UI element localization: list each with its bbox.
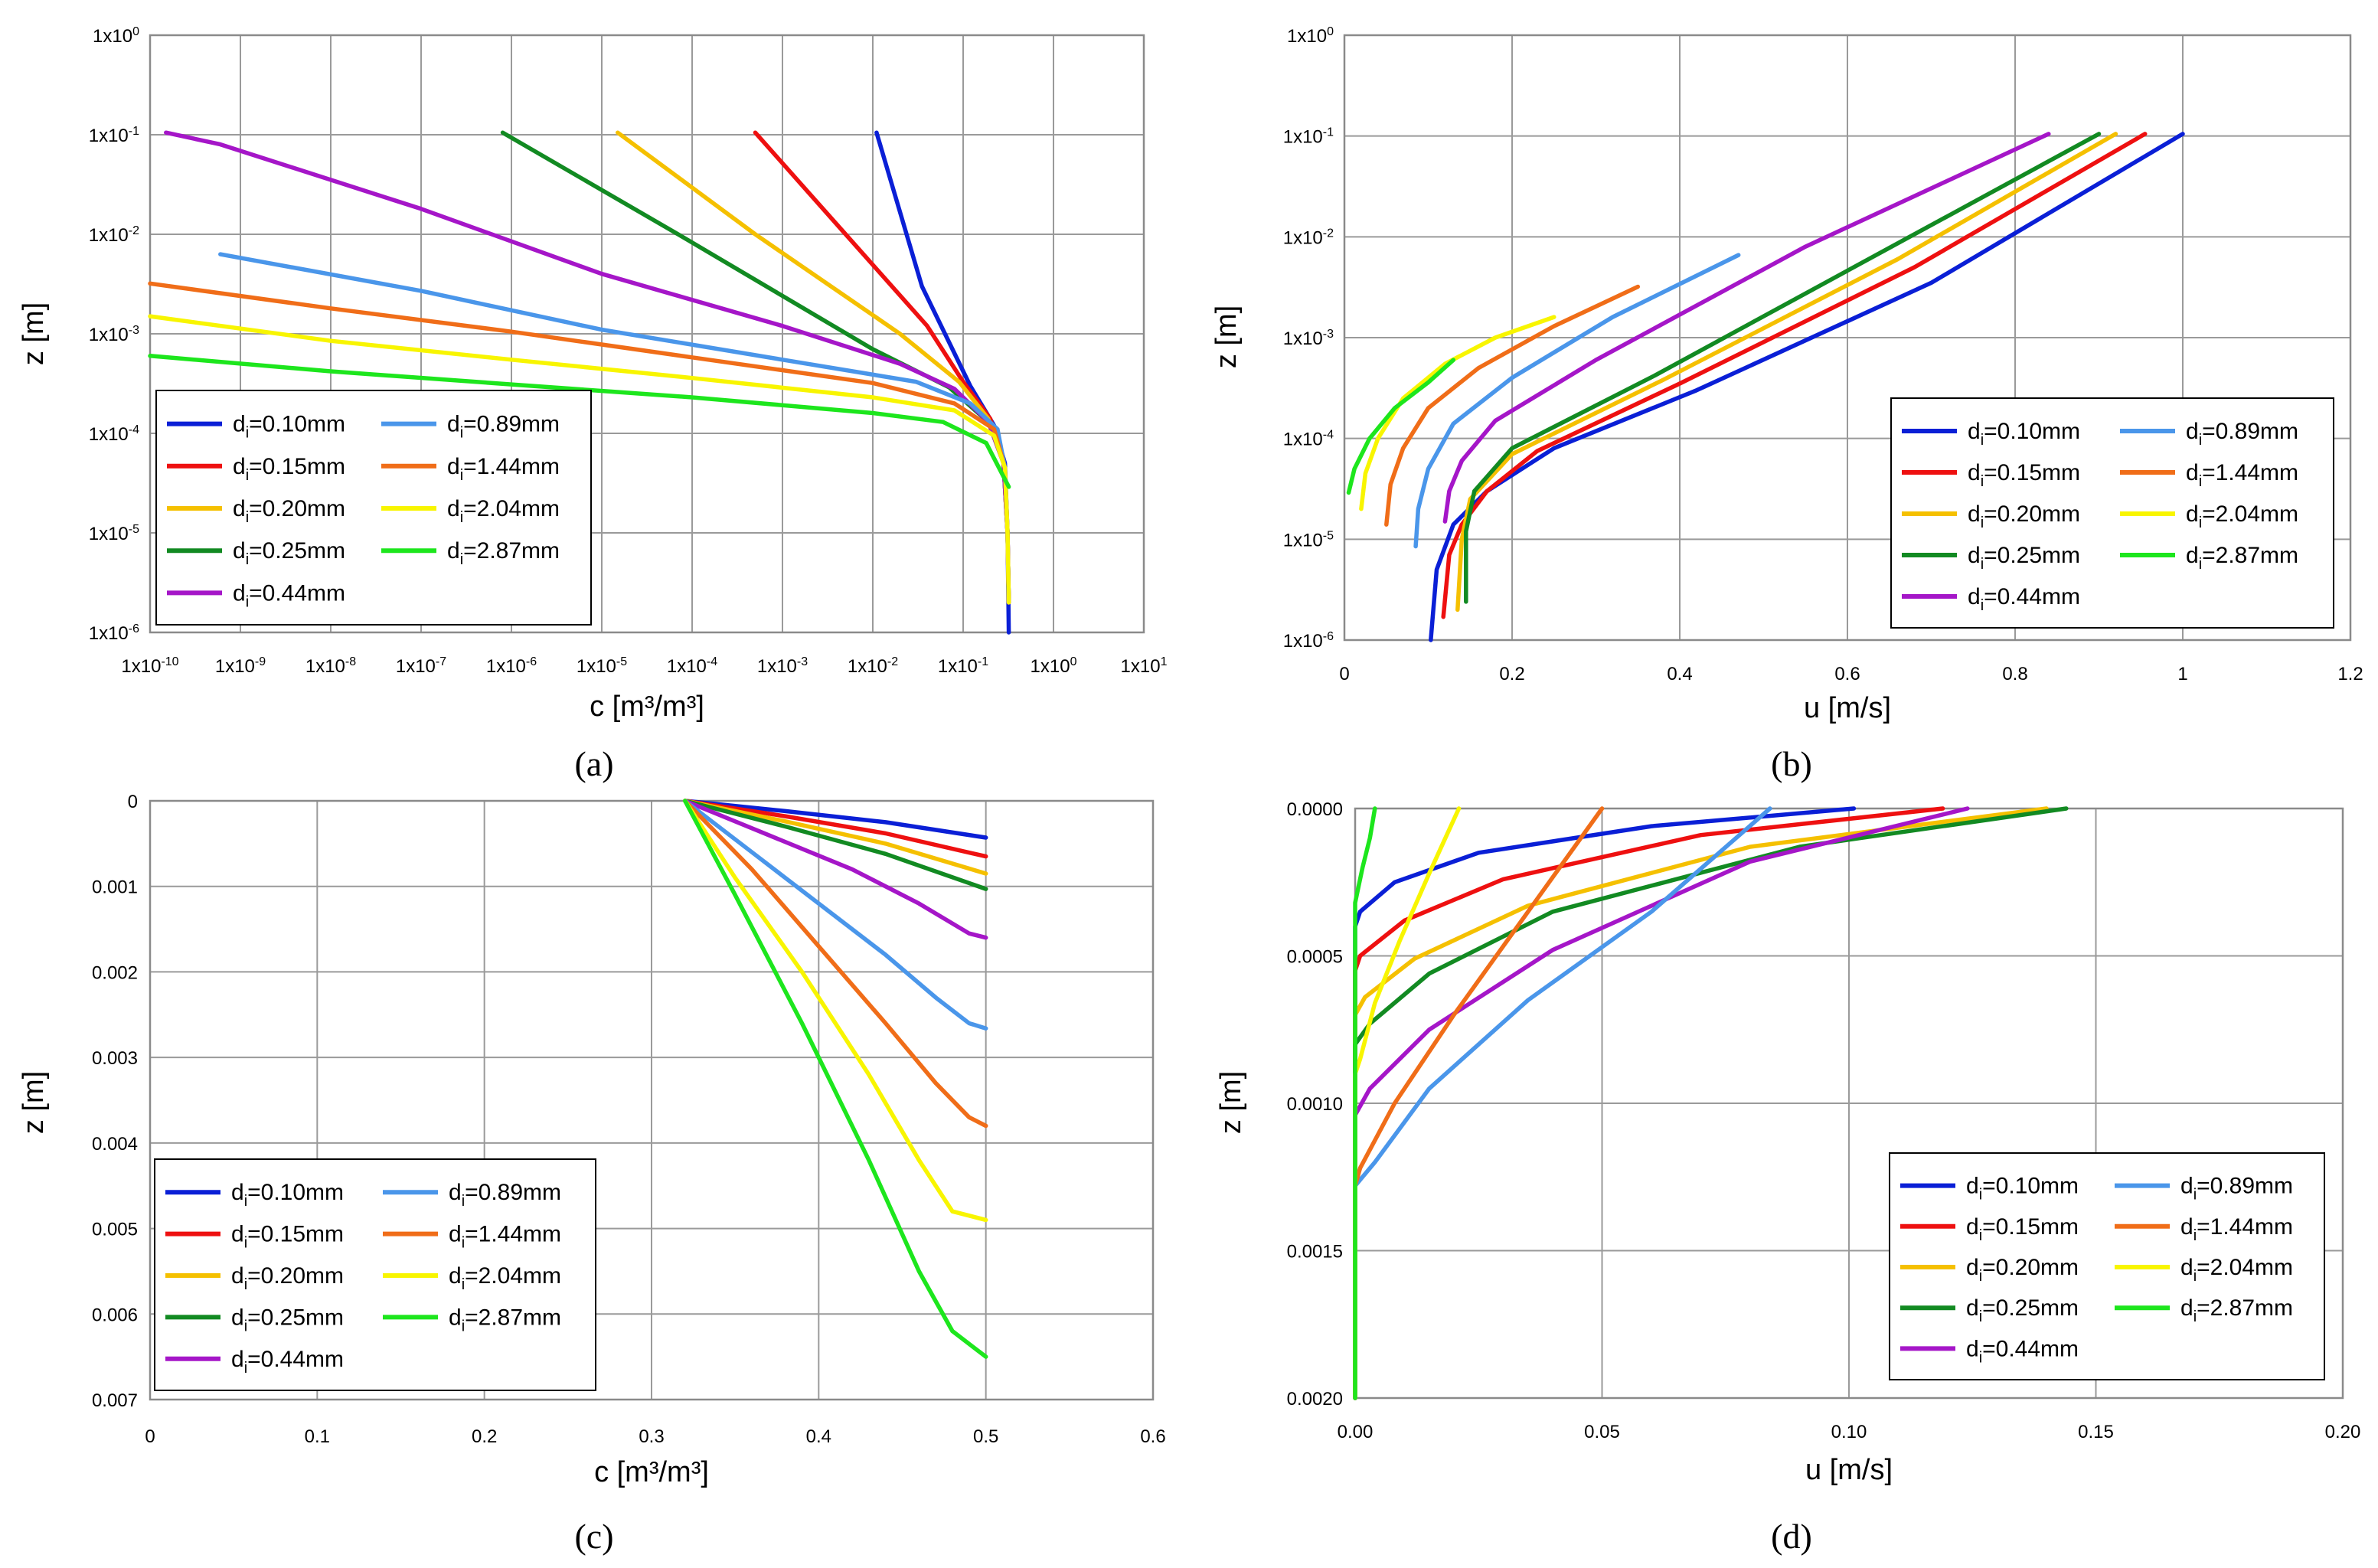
- x-tick-label: 0.1: [305, 1426, 330, 1447]
- legend: di=0.10mm di=0.15mm di=0.20mm di=0.25mm di=0…: [1891, 398, 2334, 628]
- y-tick-label: 1x10-2: [89, 224, 139, 246]
- series-line-b-5: [1416, 255, 1739, 546]
- x-tick-label: 1x10-6: [486, 655, 537, 677]
- y-tick-label: 0.006: [92, 1305, 138, 1325]
- y-tick-label: 1x10-6: [89, 622, 139, 644]
- x-tick-label: 0.8: [2002, 664, 2027, 684]
- y-tick-label: 1x10-4: [89, 423, 139, 445]
- chart-panel-d: 0.00 0.05 0.10 0.15 0.20 0.0000 0.0005 0.0010 0.…: [1215, 799, 2360, 1486]
- x-tick-label: 0.10: [1831, 1422, 1867, 1442]
- x-tick-label: 0.4: [806, 1426, 831, 1447]
- x-axis-label: u [m/s]: [1804, 692, 1891, 724]
- y-tick-label: 0.007: [92, 1390, 138, 1411]
- subfigure-label-b: (b): [1771, 744, 1812, 783]
- y-tick-label: 0.0020: [1287, 1389, 1343, 1410]
- legend: di=0.10mm di=0.15mm di=0.20mm di=0.25mm di=0…: [156, 390, 591, 625]
- x-tick-label: 1x10-2: [848, 655, 898, 677]
- y-tick-label: 0.0015: [1287, 1242, 1343, 1263]
- x-tick-label: 0.15: [2078, 1422, 2114, 1442]
- x-tick-label: 1x10-9: [215, 655, 266, 677]
- series-line-c-8: [685, 801, 986, 1357]
- subfigure-label-a: (a): [574, 744, 613, 783]
- y-axis-label: z [m]: [18, 302, 50, 365]
- x-tick-label: 0.3: [639, 1426, 664, 1447]
- x-axis-label: c [m³/m³]: [594, 1456, 709, 1488]
- x-tick-label: 0.6: [1140, 1426, 1165, 1447]
- x-tick-label: 0.2: [472, 1426, 497, 1447]
- y-axis-label: z [m]: [18, 1071, 50, 1134]
- subfigure-label-d: (d): [1771, 1517, 1812, 1556]
- y-tick-label: 1x10-1: [1283, 126, 1334, 148]
- x-tick-label: 1.2: [2337, 664, 2363, 684]
- y-tick-label: 1x10-1: [89, 125, 139, 146]
- x-tick-label: 1x10-4: [667, 655, 717, 677]
- x-tick-label: 1x100: [1031, 655, 1077, 677]
- y-tick-label: 0.003: [92, 1048, 138, 1069]
- y-tick-label: 0.005: [92, 1220, 138, 1240]
- x-axis-label: c [m³/m³]: [590, 691, 704, 723]
- x-tick-label: 0: [145, 1426, 155, 1447]
- x-tick-label: 0.2: [1499, 664, 1524, 684]
- y-tick-label: 1x10-3: [89, 324, 139, 345]
- x-tick-label: 0.4: [1667, 664, 1692, 684]
- y-tick-label: 1x10-3: [1283, 328, 1334, 349]
- chart-panel-a: 1x10-10 1x10-9 1x10-8 1x10-7 1x10-6 1x10-5 1x1…: [18, 25, 1168, 723]
- subfigure-label-c: (c): [574, 1517, 613, 1556]
- figure-canvas: 1x10-10 1x10-9 1x10-8 1x10-7 1x10-6 1x10-5 1x1…: [0, 0, 2378, 1568]
- x-tick-label: 1x10-1: [938, 655, 988, 677]
- y-axis-label: z [m]: [1215, 1071, 1247, 1134]
- chart-panel-b: 0 0.2 0.4 0.6 0.8 1 1.2 1x10-6 1x10-5 1x10-4 1x10-…: [1210, 25, 2363, 724]
- legend: di=0.10mm di=0.15mm di=0.20mm di=0.25mm di=0…: [155, 1159, 596, 1390]
- x-axis-label: u [m/s]: [1805, 1454, 1893, 1486]
- y-tick-label: 0: [128, 792, 138, 812]
- y-tick-label: 1x10-5: [89, 523, 139, 544]
- y-tick-label: 0.0010: [1287, 1094, 1343, 1115]
- y-tick-label: 1x10-5: [1283, 529, 1334, 550]
- x-tick-label: 1x10-5: [577, 655, 627, 677]
- legend: di=0.10mm di=0.15mm di=0.20mm di=0.25mm di=0…: [1890, 1153, 2324, 1380]
- y-tick-label: 0.002: [92, 962, 138, 983]
- x-tick-label: 1x10-7: [396, 655, 446, 677]
- y-tick-label: 0.004: [92, 1134, 138, 1155]
- y-tick-label: 1x100: [1287, 25, 1334, 47]
- series-line-c-6: [685, 801, 986, 1126]
- y-tick-label: 1x10-4: [1283, 429, 1334, 450]
- y-tick-label: 0.0000: [1287, 799, 1343, 820]
- y-tick-label: 0.001: [92, 877, 138, 898]
- x-tick-label: 0.5: [973, 1426, 998, 1447]
- x-tick-label: 0.05: [1584, 1422, 1620, 1442]
- y-tick-label: 0.0005: [1287, 947, 1343, 968]
- x-tick-label: 1x10-10: [121, 655, 178, 677]
- x-tick-label: 1x10-8: [305, 655, 356, 677]
- x-tick-label: 0.00: [1338, 1422, 1374, 1442]
- y-tick-label: 1x10-6: [1283, 630, 1334, 652]
- series-line-a-1: [756, 132, 1009, 603]
- y-tick-label: 1x100: [93, 25, 139, 47]
- x-tick-label: 0.20: [2325, 1422, 2361, 1442]
- x-tick-label: 0.6: [1834, 664, 1860, 684]
- y-tick-label: 1x10-2: [1283, 227, 1334, 248]
- x-tick-label: 1x10-3: [757, 655, 808, 677]
- y-axis-label: z [m]: [1210, 305, 1243, 368]
- x-tick-label: 0: [1339, 664, 1349, 684]
- x-tick-label: 1: [2177, 664, 2187, 684]
- series-line-a-2: [618, 132, 1009, 603]
- chart-panel-c: 0 0.1 0.2 0.3 0.4 0.5 0.6 0 0.001 0.002 0.003 0.004…: [18, 792, 1166, 1488]
- x-tick-label: 1x101: [1121, 655, 1168, 677]
